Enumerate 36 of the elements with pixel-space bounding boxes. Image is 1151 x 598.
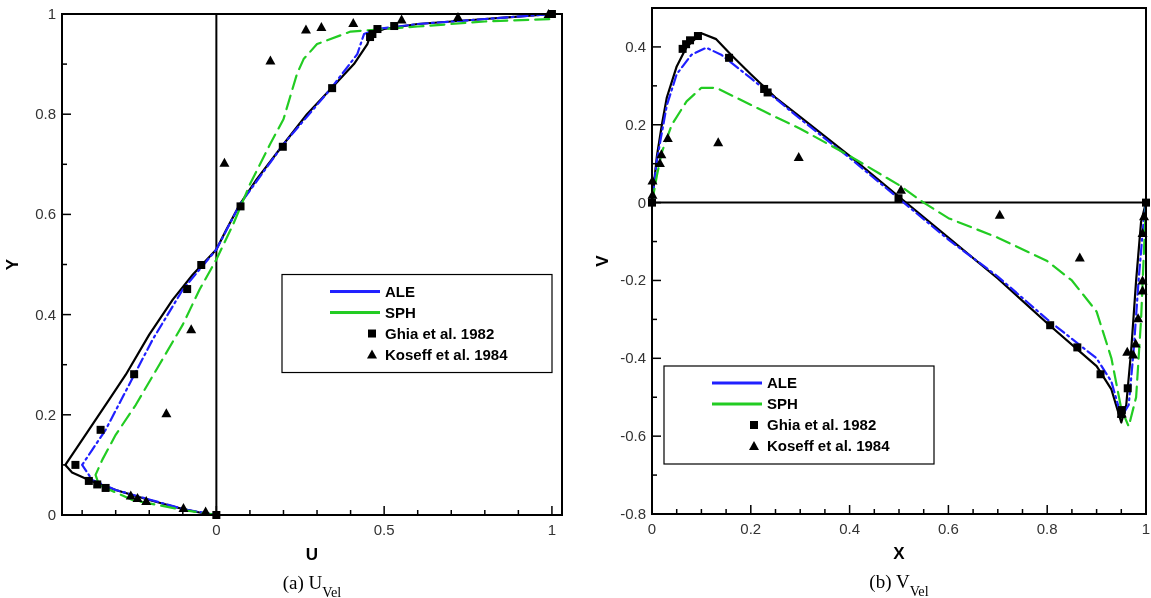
y-tick-label: 0.4	[35, 305, 56, 323]
y-tick-label: 0.6	[35, 205, 56, 223]
x-axis-title: X	[893, 544, 906, 563]
y-tick-label: 0	[47, 506, 56, 523]
legend-label: ALE	[767, 374, 797, 391]
y-tick-label: -0.4	[620, 349, 646, 367]
y-tick-label: 0	[637, 193, 646, 211]
y-tick-label: 0.8	[35, 105, 56, 123]
y-tick-label: 0.4	[625, 37, 646, 55]
y-tick-label: 0.2	[35, 405, 56, 423]
legend-label: SPH	[385, 303, 416, 321]
x-axis-title: U	[305, 545, 319, 564]
x-tick-label: 0	[647, 520, 657, 537]
legend-label: Ghia et al. 1982	[385, 324, 495, 342]
legend-label: Koseff et al. 1984	[385, 345, 509, 363]
x-tick-label: 1	[547, 521, 557, 538]
x-tick-label: 0.5	[373, 521, 395, 538]
x-tick-label: 0	[212, 521, 221, 538]
text: (a) U$_{Vel}$	[282, 572, 342, 598]
y-tick-label: -0.2	[620, 271, 646, 289]
legend-label: ALE	[385, 282, 415, 300]
y-axis-title: Y	[3, 258, 22, 271]
y-tick-label: -0.6	[620, 427, 646, 445]
text: (b) V$_{Vel}$	[869, 571, 929, 598]
y-axis-title: V	[593, 254, 612, 267]
x-tick-label: 0.2	[740, 520, 762, 537]
legend-label: Ghia et al. 1982	[767, 416, 877, 433]
legend-label: Koseff et al. 1984	[767, 437, 891, 454]
y-tick-label: 0.2	[625, 115, 646, 133]
y-tick-label: -0.8	[620, 505, 646, 522]
x-tick-label: 0.8	[1036, 520, 1058, 537]
y-tick-label: 1	[47, 5, 56, 22]
x-tick-label: 0.4	[839, 520, 861, 537]
x-tick-label: 0.6	[937, 520, 959, 537]
x-tick-label: 1	[1141, 520, 1151, 537]
legend-label: SPH	[767, 395, 798, 412]
